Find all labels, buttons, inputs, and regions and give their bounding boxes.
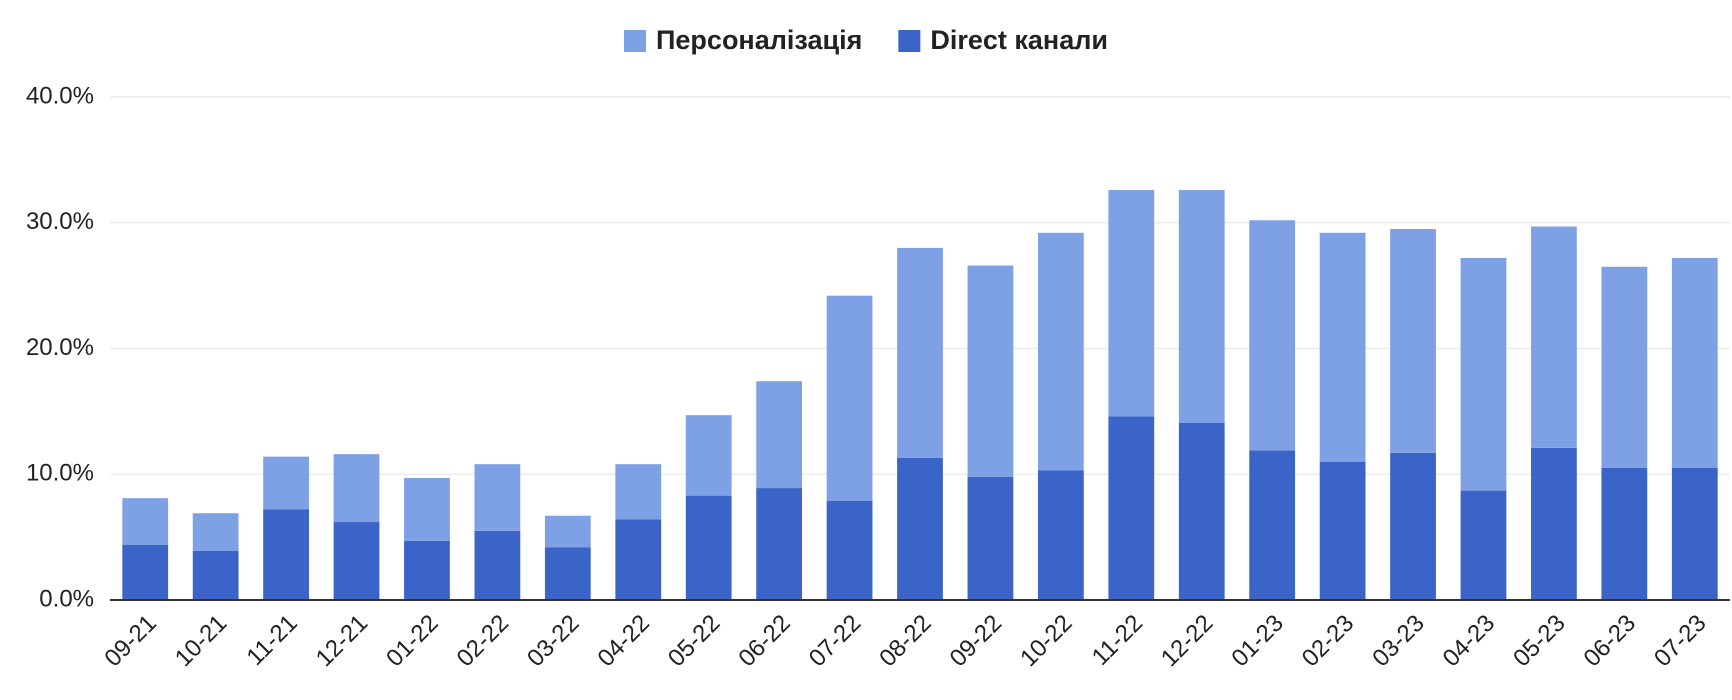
bar-segment xyxy=(897,247,943,458)
bar-segment xyxy=(1390,452,1436,600)
bar-segment xyxy=(544,515,591,548)
bar-segment xyxy=(1319,461,1366,600)
bar-segment xyxy=(826,500,873,600)
x-tick-label: 03-22 xyxy=(522,610,585,673)
bar-segment xyxy=(756,488,803,600)
bar-segment xyxy=(192,550,239,600)
x-tick-label: 02-23 xyxy=(1297,610,1360,673)
bar-segment xyxy=(685,415,732,496)
bar-segment xyxy=(192,513,239,551)
bar-segment xyxy=(404,478,450,541)
legend-label: Персоналізація xyxy=(656,25,862,55)
legend-swatch xyxy=(898,30,921,52)
x-tick-label: 12-22 xyxy=(1156,610,1219,673)
x-tick-label: 06-23 xyxy=(1579,610,1642,673)
bar-segment xyxy=(1178,190,1225,423)
bar-segment xyxy=(333,454,380,523)
y-tick-label: 0.0% xyxy=(39,585,94,612)
x-tick-label: 11-22 xyxy=(1087,610,1148,671)
bar-segment xyxy=(967,265,1014,477)
bar-segment xyxy=(1108,416,1155,600)
bar-segment xyxy=(1178,422,1225,600)
bar-segment xyxy=(1108,190,1155,417)
x-tick-label: 09-21 xyxy=(99,610,162,673)
bar-segment xyxy=(826,295,873,501)
x-tick-label: 09-22 xyxy=(945,610,1008,673)
x-tick-label: 02-22 xyxy=(452,610,515,673)
bar-segment xyxy=(474,530,521,600)
bar-segment xyxy=(1460,257,1507,491)
bar-segment xyxy=(1601,467,1648,600)
x-tick-label: 08-22 xyxy=(874,610,937,673)
legend: Персоналізація Direct канали xyxy=(624,25,1108,55)
bar-segment xyxy=(615,464,662,520)
y-tick-label: 10.0% xyxy=(26,460,94,487)
x-tick-label: 04-23 xyxy=(1438,610,1501,673)
x-tick-label: 03-23 xyxy=(1367,610,1430,673)
bar-segment xyxy=(1390,229,1436,453)
bar-segment xyxy=(615,519,662,600)
bar-segment xyxy=(1037,470,1084,600)
legend-swatch xyxy=(624,30,647,52)
bar-segment xyxy=(1037,232,1084,471)
bar-segment xyxy=(685,495,732,600)
y-tick-label: 20.0% xyxy=(26,334,94,361)
bar-segment xyxy=(1460,490,1507,600)
x-tick-label: 11-21 xyxy=(242,610,303,671)
bar-segment xyxy=(333,522,380,600)
bar-segment xyxy=(263,456,309,510)
bar-segment xyxy=(404,540,450,600)
x-tick-label: 01-22 xyxy=(381,610,444,673)
x-tick-label: 05-23 xyxy=(1508,610,1571,673)
x-tick-label: 04-22 xyxy=(592,610,655,673)
bar-segment xyxy=(897,457,943,600)
bar-segment xyxy=(544,547,591,600)
x-tick-label: 12-21 xyxy=(311,610,374,673)
x-tick-label: 07-22 xyxy=(804,610,867,673)
x-tick-label: 05-22 xyxy=(663,610,726,673)
x-tick-label: 06-22 xyxy=(733,610,796,673)
bar-segment xyxy=(122,544,169,600)
bar-segment xyxy=(1671,257,1718,468)
bar-segment xyxy=(1601,266,1648,468)
bar-segment xyxy=(263,509,309,600)
legend-label: Direct канали xyxy=(930,25,1108,55)
x-tick-label: 07-23 xyxy=(1649,610,1712,673)
bar-segment xyxy=(1319,232,1366,462)
bar-segment xyxy=(967,476,1014,600)
bar-segment xyxy=(1671,467,1718,600)
bar-segment xyxy=(1531,226,1577,448)
bar-segment xyxy=(756,381,803,489)
x-tick-label: 01-23 xyxy=(1226,610,1289,673)
bar-segment xyxy=(1249,450,1296,600)
bar-segment xyxy=(1531,447,1577,600)
x-tick-label: 10-21 xyxy=(170,610,233,673)
bar-segment xyxy=(1249,220,1296,451)
x-tick-label: 10-22 xyxy=(1015,610,1078,673)
bar-segment xyxy=(122,498,169,545)
bar-segment xyxy=(474,464,521,531)
y-tick-label: 30.0% xyxy=(26,208,94,235)
y-tick-label: 40.0% xyxy=(26,82,94,109)
